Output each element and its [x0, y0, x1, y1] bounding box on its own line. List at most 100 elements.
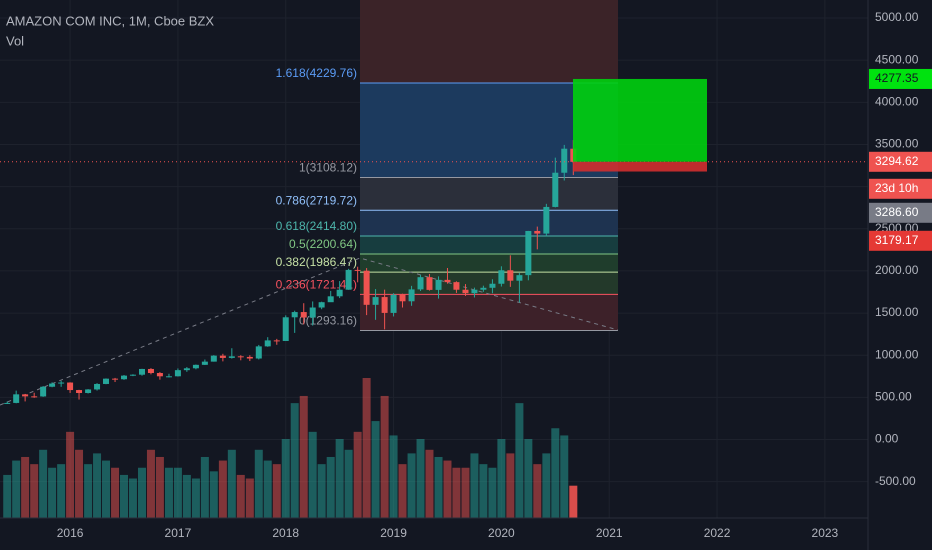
price-badge-label: 3294.62	[875, 154, 919, 168]
candle-body	[22, 394, 29, 397]
y-tick-label: 4500.00	[875, 52, 919, 66]
fib-label: 1.618(4229.76)	[276, 66, 357, 80]
candle-body	[525, 230, 532, 276]
candle-body	[31, 396, 38, 398]
position-box	[0, 78, 868, 172]
fib-zone	[360, 0, 618, 83]
candle-body	[507, 270, 514, 281]
candle-body	[516, 275, 523, 281]
fib-zone	[360, 272, 618, 295]
candle-body	[174, 370, 181, 377]
volume-bar	[470, 453, 479, 518]
fib-label: 1(3108.12)	[299, 161, 357, 175]
volume-bar	[434, 456, 443, 518]
x-tick-label: 2021	[596, 526, 623, 540]
candle-body	[291, 312, 298, 318]
volume-bar	[173, 467, 182, 518]
price-badge-label: 4277.35	[875, 71, 919, 85]
volume-bar	[371, 421, 380, 518]
volume-bar	[416, 439, 425, 518]
volume-bar	[506, 453, 515, 518]
volume-bar	[551, 428, 560, 518]
loss-zone	[573, 161, 707, 172]
price-badge	[869, 230, 932, 251]
grid	[0, 0, 868, 518]
y-tick-label: 2000.00	[875, 263, 919, 277]
candle-body	[336, 289, 343, 297]
volume-bar	[227, 449, 236, 518]
volume-bar	[182, 474, 191, 518]
candle-body	[381, 297, 388, 313]
volume-bar	[66, 431, 75, 518]
candle-body	[273, 340, 280, 342]
volume-bar	[209, 471, 218, 518]
candle-body	[543, 206, 550, 234]
candle-body	[228, 356, 235, 358]
volume-bar	[326, 456, 335, 518]
volume-bar	[497, 439, 506, 518]
candle-body	[192, 364, 199, 369]
volume-bar	[335, 439, 344, 518]
candle-body	[76, 390, 83, 393]
candle-body	[147, 368, 154, 374]
candle-body	[354, 269, 361, 271]
volume-bar	[84, 464, 93, 518]
candle-body	[237, 356, 244, 358]
candle-body	[462, 289, 469, 294]
y-tick-label: 0.00	[875, 432, 899, 446]
fib-label: 0.382(1986.47)	[276, 255, 357, 269]
candle-body	[534, 230, 541, 234]
volume-bar	[407, 453, 416, 518]
volume-bar	[263, 460, 272, 518]
y-tick-label: 1500.00	[875, 305, 919, 319]
volume-bar	[389, 435, 398, 518]
candle-body	[13, 394, 20, 403]
volume-bar	[380, 395, 389, 518]
volume-bar	[299, 395, 308, 518]
volume-bar	[353, 431, 362, 518]
fib-label: 0.618(2414.80)	[276, 219, 357, 233]
y-tick-label: 1000.00	[875, 347, 919, 361]
fib-zone	[360, 254, 618, 273]
volume-bar	[245, 478, 254, 518]
price-badge	[869, 68, 932, 89]
axes: 5000.004500.004000.003500.003000.002500.…	[57, 10, 932, 540]
volume-bar	[128, 478, 137, 518]
candle-body	[489, 283, 496, 288]
volume-bar	[254, 449, 263, 518]
volume-bar	[398, 464, 407, 518]
volume-bar	[48, 467, 57, 518]
fib-zone	[360, 177, 618, 211]
candle-body	[49, 383, 56, 387]
candle-body	[327, 296, 334, 303]
price-badge	[869, 178, 932, 199]
chart-title: AMAZON COM INC, 1M, Cboe BZX	[6, 13, 214, 28]
candle-body	[345, 269, 352, 290]
volume	[3, 378, 578, 518]
candle-body	[264, 340, 271, 347]
x-tick-label: 2020	[488, 526, 515, 540]
candle-body	[112, 378, 119, 380]
candle-body	[300, 312, 307, 318]
candle-body	[139, 368, 146, 375]
volume-bar	[21, 456, 30, 518]
candle-body	[480, 287, 487, 290]
volume-bar	[569, 485, 578, 518]
y-tick-label: 4000.00	[875, 95, 919, 109]
candle-body	[210, 355, 217, 362]
x-tick-label: 2018	[272, 526, 299, 540]
volume-bar	[75, 449, 84, 518]
candles	[4, 140, 577, 404]
volume-bar	[164, 467, 173, 518]
candle-body	[390, 294, 397, 313]
volume-bar	[317, 464, 326, 518]
price-badge-label: 3286.60	[875, 205, 919, 219]
fib-label: 0.5(2200.64)	[289, 237, 357, 251]
candle-body	[121, 375, 127, 380]
x-tick-label: 2017	[165, 526, 192, 540]
volume-bar	[146, 449, 155, 518]
volume-bar	[281, 439, 290, 518]
x-tick-label: 2016	[57, 526, 84, 540]
candle-body	[363, 270, 370, 305]
